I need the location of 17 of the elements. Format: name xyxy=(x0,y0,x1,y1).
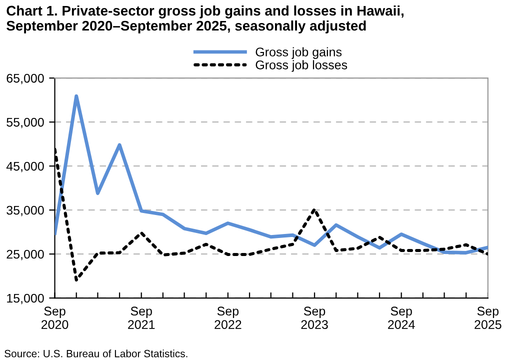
x-tick-label: Sep 2021 xyxy=(128,306,155,329)
y-tick-label: 65,000 xyxy=(6,74,44,84)
x-tick-label: Sep 2020 xyxy=(42,306,68,329)
y-tick-label: 35,000 xyxy=(6,206,44,216)
y-tick-label: 45,000 xyxy=(6,162,44,172)
y-tick-label: 55,000 xyxy=(6,118,44,128)
x-tick-label: Sep 2024 xyxy=(388,306,415,329)
source-note: Source: U.S. Bureau of Labor Statistics. xyxy=(4,350,188,358)
legend-label: Gross job losses xyxy=(256,60,348,72)
x-tick-label: Sep 2025 xyxy=(474,306,502,329)
legend-label: Gross job gains xyxy=(256,47,342,59)
x-tick-label: Sep 2023 xyxy=(301,306,328,329)
y-tick-label: 15,000 xyxy=(7,294,44,304)
y-tick-label: 25,000 xyxy=(6,250,44,260)
line-series xyxy=(54,94,488,254)
chart-title: Chart 1. Private-sector gross job gains and losses in Hawaii, September 2020–September 2025, seasonally adjusted xyxy=(6,5,404,34)
x-tick-label: Sep 2022 xyxy=(214,306,242,329)
